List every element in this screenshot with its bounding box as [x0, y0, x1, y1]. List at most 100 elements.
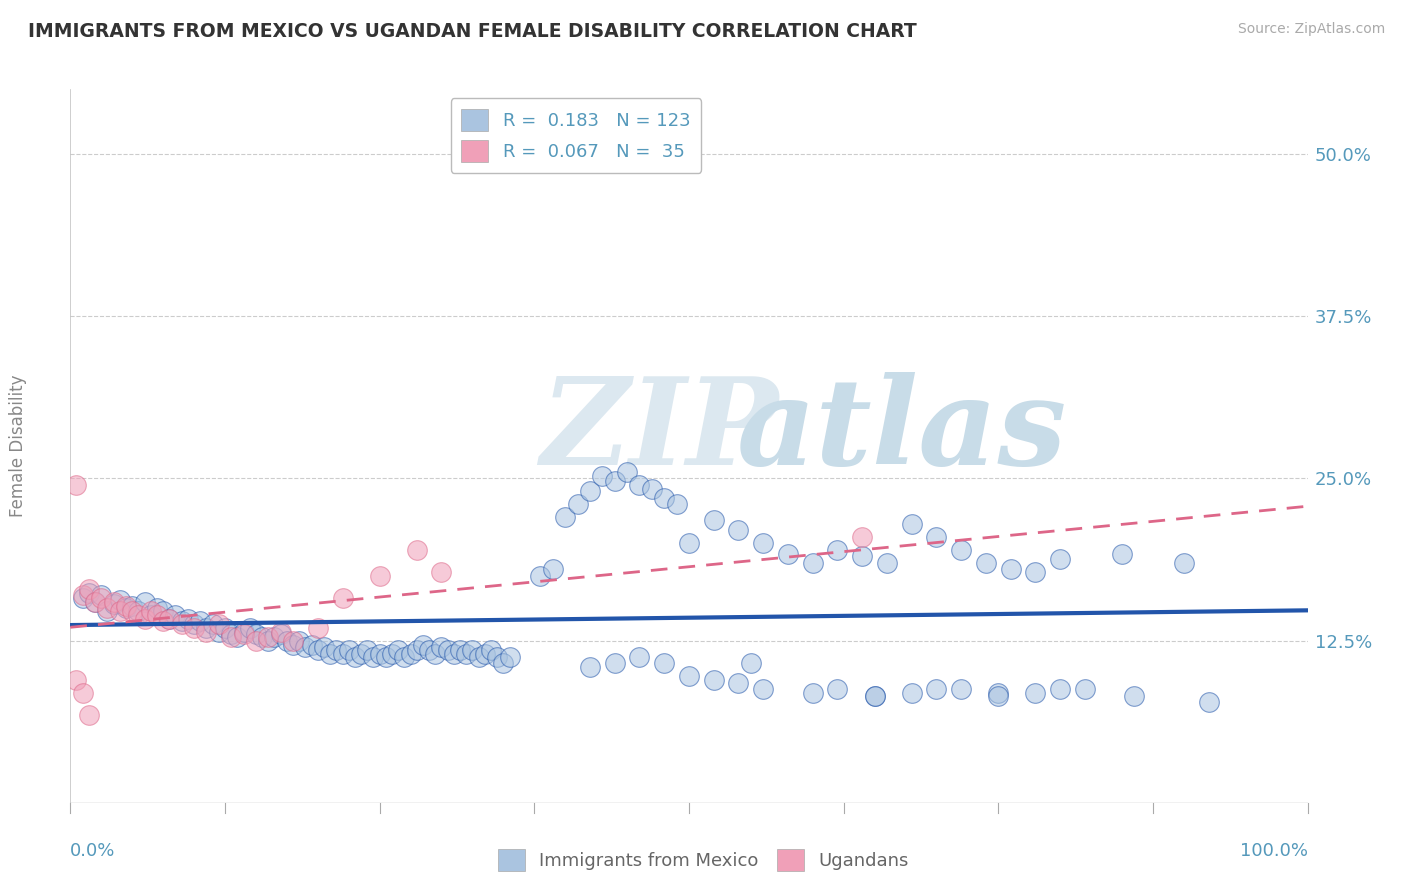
Point [157, 611, 180, 625]
Point [603, 656, 626, 670]
Point [307, 642, 329, 657]
Point [170, 616, 193, 631]
Point [319, 647, 342, 661]
Point [201, 616, 224, 631]
Point [270, 627, 292, 641]
Point [281, 633, 304, 648]
Text: atlas: atlas [735, 373, 1066, 491]
Point [1049, 681, 1071, 696]
Point [579, 484, 602, 499]
Point [208, 616, 231, 631]
Text: ZIP: ZIP [540, 373, 779, 491]
Legend: Immigrants from Mexico, Ugandans: Immigrants from Mexico, Ugandans [491, 842, 915, 879]
Point [461, 642, 484, 657]
Point [1198, 695, 1220, 709]
Point [157, 611, 180, 625]
Point [294, 640, 316, 654]
Legend: R =  0.183   N = 123, R =  0.067   N =  35: R = 0.183 N = 123, R = 0.067 N = 35 [450, 98, 702, 173]
Point [665, 497, 688, 511]
Point [72, 588, 94, 602]
Point [146, 607, 169, 622]
Point [479, 642, 502, 657]
Point [239, 621, 262, 635]
Point [257, 633, 280, 648]
Point [925, 681, 948, 696]
Point [851, 549, 873, 564]
Point [103, 595, 125, 609]
Text: Source: ZipAtlas.com: Source: ZipAtlas.com [1237, 22, 1385, 37]
Point [108, 604, 131, 618]
Point [152, 614, 174, 628]
Point [492, 656, 515, 670]
Point [96, 601, 118, 615]
Point [498, 650, 520, 665]
Point [146, 601, 169, 615]
Point [1024, 685, 1046, 699]
Point [183, 616, 205, 631]
Point [337, 642, 360, 657]
Point [987, 690, 1010, 704]
Point [443, 647, 465, 661]
Point [752, 681, 775, 696]
Point [208, 624, 231, 639]
Point [430, 640, 453, 654]
Point [257, 630, 280, 644]
Point [801, 556, 824, 570]
Point [195, 624, 218, 639]
Point [250, 630, 273, 644]
Point [703, 513, 725, 527]
Point [343, 650, 366, 665]
Point [652, 656, 675, 670]
Point [374, 650, 396, 665]
Point [232, 627, 254, 641]
Point [84, 595, 107, 609]
Point [288, 633, 311, 648]
Point [1111, 547, 1133, 561]
Point [387, 642, 409, 657]
Point [245, 627, 267, 641]
Point [436, 642, 458, 657]
Point [96, 604, 118, 618]
Point [456, 647, 478, 661]
Point [776, 547, 799, 561]
Point [1074, 681, 1097, 696]
Point [1000, 562, 1022, 576]
Point [900, 516, 922, 531]
Point [579, 659, 602, 673]
Point [263, 630, 285, 644]
Point [219, 627, 242, 641]
Point [307, 621, 329, 635]
Point [1123, 690, 1146, 704]
Point [103, 597, 125, 611]
Point [134, 611, 156, 625]
Text: Female Disability: Female Disability [8, 375, 27, 517]
Point [752, 536, 775, 550]
Point [72, 685, 94, 699]
Point [77, 582, 100, 596]
Point [418, 642, 440, 657]
Point [368, 647, 391, 661]
Point [115, 599, 138, 613]
Point [827, 681, 849, 696]
Point [115, 601, 138, 615]
Point [108, 593, 131, 607]
Point [84, 595, 107, 609]
Point [430, 565, 453, 579]
Point [121, 599, 143, 613]
Point [827, 542, 849, 557]
Point [1024, 565, 1046, 579]
Point [727, 524, 749, 538]
Point [350, 647, 373, 661]
Point [270, 624, 292, 639]
Point [134, 595, 156, 609]
Text: 0.0%: 0.0% [70, 842, 115, 860]
Point [603, 474, 626, 488]
Point [851, 530, 873, 544]
Point [900, 685, 922, 699]
Point [72, 591, 94, 605]
Point [394, 650, 416, 665]
Point [801, 685, 824, 699]
Point [974, 556, 997, 570]
Point [925, 530, 948, 544]
Point [740, 656, 762, 670]
